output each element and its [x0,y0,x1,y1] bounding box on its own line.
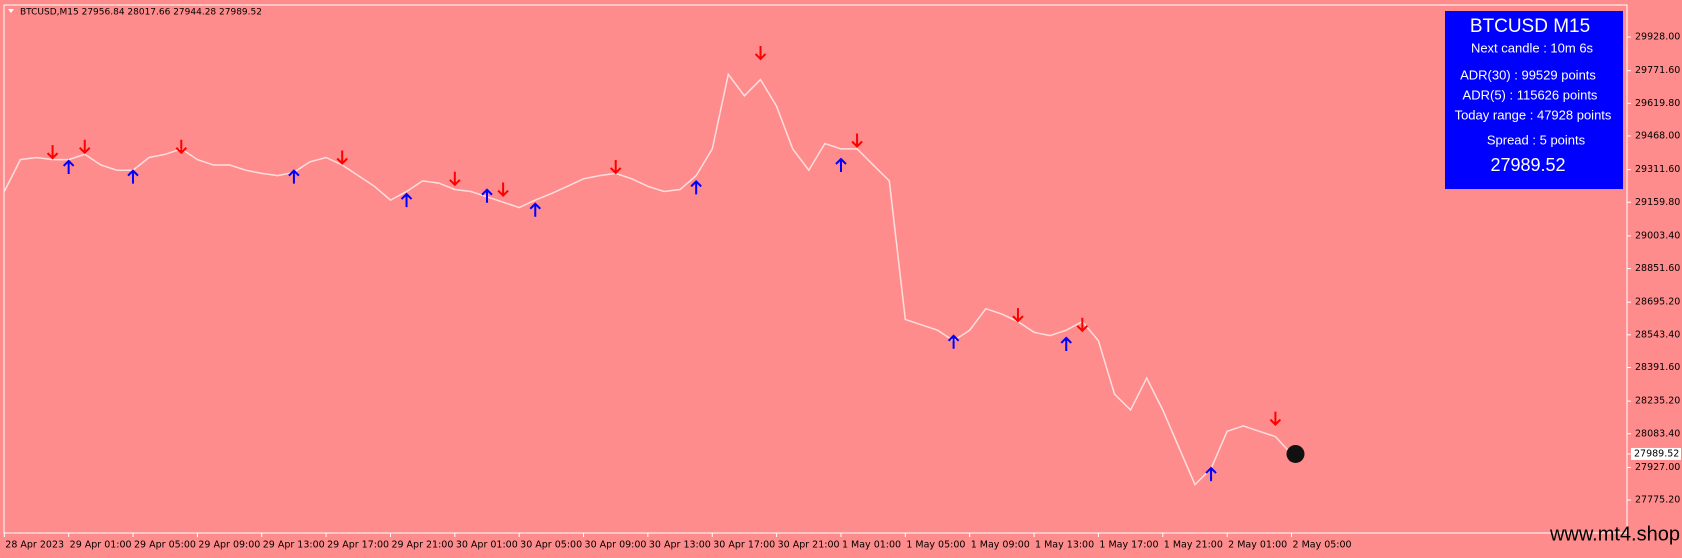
x-tick-label: 1 May 13:00 [1035,540,1094,551]
y-tick-label: 29619.80 [1635,98,1680,109]
down-arrow [497,182,509,197]
y-tick-label: 28083.40 [1635,428,1680,439]
x-tick-label: 30 Apr 09:00 [585,540,647,551]
down-arrow [79,139,91,155]
up-arrow [288,169,300,184]
y-tick-label: 29928.00 [1635,32,1680,43]
price-box-label: 27989.52 [1634,448,1679,459]
up-arrow [127,169,139,184]
y-tick-label: 28543.40 [1635,329,1680,340]
x-tick-label: 30 Apr 13:00 [649,540,711,551]
x-tick-label: 29 Apr 05:00 [134,540,196,551]
down-arrow [1012,308,1024,323]
y-tick-label: 28851.60 [1635,263,1680,274]
y-tick-label: 29003.40 [1635,230,1680,241]
panel-adr30: ADR(30) : 99529 points [1460,67,1596,82]
bar-icon [1286,444,1305,463]
up-arrow [690,179,702,195]
y-tick-label: 29159.80 [1635,197,1680,208]
down-arrow [610,159,622,175]
x-tick-label: 1 May 21:00 [1164,540,1223,551]
down-arrow [754,45,767,61]
y-tick-label: 29771.60 [1635,65,1680,76]
x-tick-label: 2 May 01:00 [1228,540,1287,551]
x-tick-label: 1 May 05:00 [906,540,965,551]
panel-adr5: ADR(5) : 115626 points [1463,87,1598,102]
y-tick-label: 27927.00 [1635,462,1680,473]
x-tick-label: 30 Apr 21:00 [778,540,840,551]
up-arrow [62,159,75,174]
x-tick-label: 30 Apr 17:00 [713,540,775,551]
up-arrow [835,157,847,173]
up-arrow [947,334,960,349]
chart-header: BTCUSD,M15 27956.84 28017.66 27944.28 27… [20,8,262,18]
x-tick-label: 30 Apr 01:00 [456,540,518,551]
x-tick-label: 1 May 17:00 [1099,540,1158,551]
y-tick-label: 28235.20 [1635,396,1680,407]
menu-triangle [8,9,14,13]
x-tick-label: 29 Apr 17:00 [327,540,389,551]
panel-next-candle: Next candle : 10m 6s [1471,40,1594,55]
x-tick-label: 29 Apr 01:00 [70,540,132,551]
panel-today-range: Today range : 47928 points [1455,107,1612,122]
down-arrow [46,145,59,160]
x-tick-label: 1 May 01:00 [842,540,901,551]
info-panel: BTCUSD M15 Next candle : 10m 6s ADR(30) … [1445,11,1623,189]
down-arrow [1269,411,1282,426]
x-tick-label: 30 Apr 05:00 [520,540,582,551]
x-tick-label: 29 Apr 21:00 [391,540,453,551]
panel-spread: Spread : 5 points [1487,132,1586,147]
x-tick-label: 2 May 05:00 [1293,540,1352,551]
y-tick-label: 29468.00 [1635,130,1680,141]
up-arrow [529,202,541,217]
watermark: www.mt4.shop [1549,523,1680,545]
down-arrow [175,139,187,155]
price-box [1631,447,1681,460]
down-arrow [851,133,863,148]
up-arrow [1205,466,1217,482]
down-arrow [449,171,461,187]
x-tick-label: 1 May 09:00 [971,540,1030,551]
down-arrow [336,150,348,165]
up-arrow [481,188,493,203]
y-tick-label: 29311.60 [1635,164,1680,175]
panel-box [1445,11,1623,189]
price-line [3,72,1293,486]
y-tick-label: 28391.60 [1635,362,1680,373]
y-tick-label: 28695.20 [1635,297,1680,308]
x-tick-label: 29 Apr 13:00 [263,540,325,551]
up-arrow [400,192,413,208]
panel-price: 27989.52 [1490,155,1565,175]
panel-title: BTCUSD M15 [1470,16,1590,37]
x-tick-label: 28 Apr 2023 [5,540,64,551]
x-tick-label: 29 Apr 09:00 [198,540,260,551]
down-arrow [1076,317,1089,333]
y-tick-label: 27775.20 [1635,495,1680,506]
up-arrow [1060,336,1072,351]
